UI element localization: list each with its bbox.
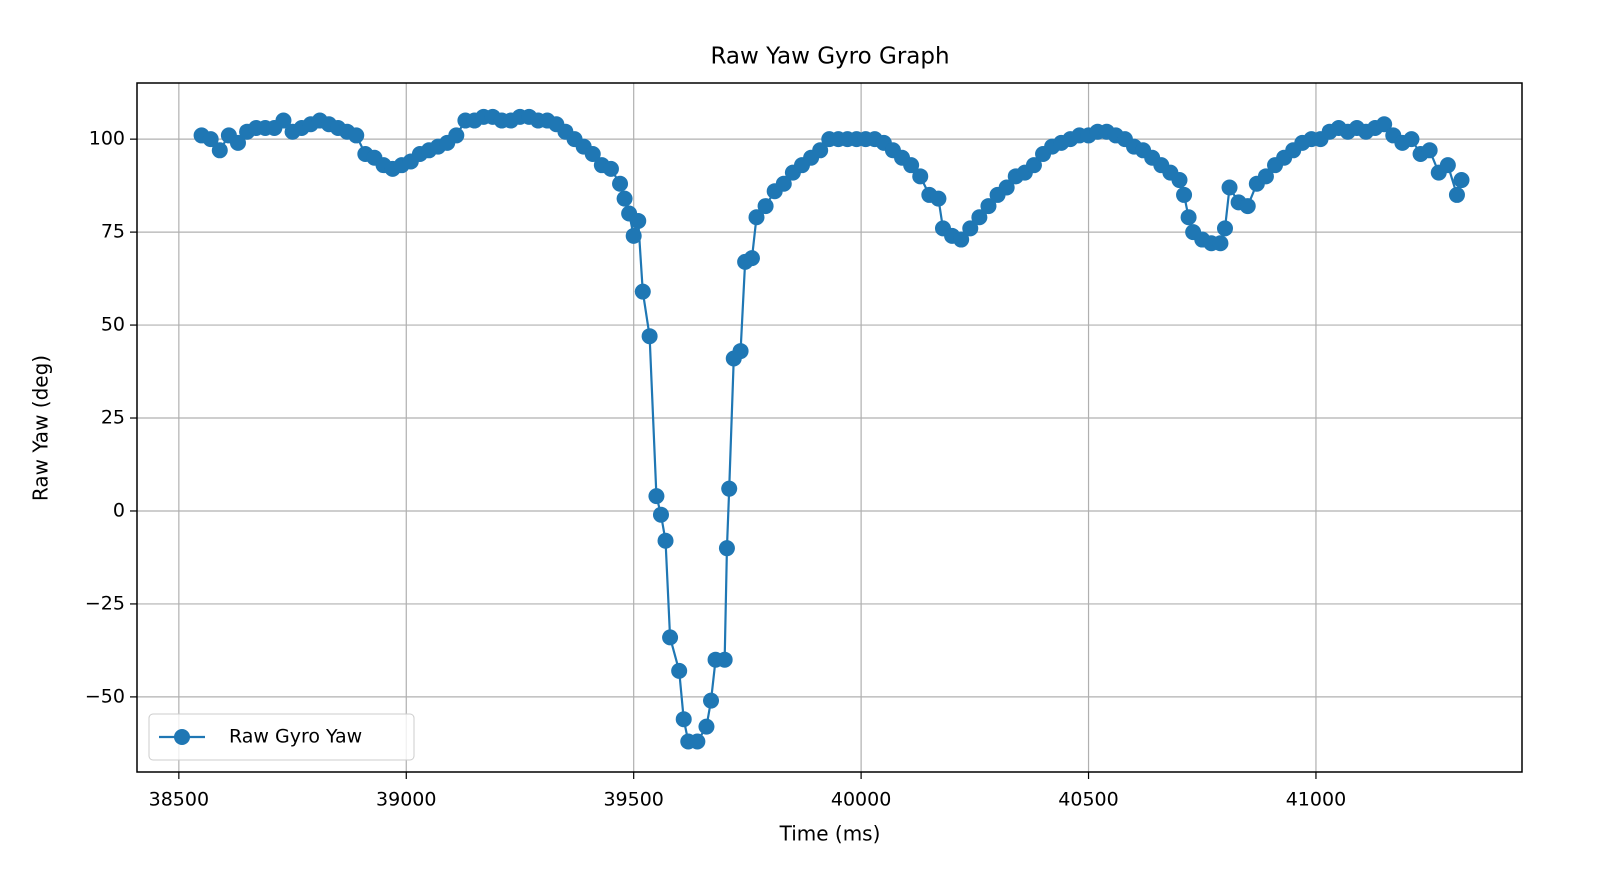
- data-point: [616, 190, 633, 207]
- data-point: [652, 506, 669, 523]
- data-point: [962, 220, 979, 237]
- x-tick-label: 39000: [376, 789, 436, 811]
- data-point: [584, 146, 601, 163]
- data-point: [202, 131, 219, 148]
- data-point: [743, 250, 760, 267]
- data-point: [748, 209, 765, 226]
- x-tick-label: 41000: [1286, 789, 1346, 811]
- data-point: [1421, 142, 1438, 159]
- data-point: [775, 175, 792, 192]
- data-point: [1239, 198, 1256, 215]
- data-point: [716, 651, 733, 668]
- data-point: [698, 718, 715, 735]
- y-tick-label: −25: [85, 592, 125, 614]
- data-point: [980, 198, 997, 215]
- x-tick-label: 40500: [1058, 789, 1118, 811]
- data-line: [201, 115, 1463, 743]
- data-point: [662, 629, 679, 646]
- data-point: [229, 134, 246, 151]
- data-point: [1439, 157, 1456, 174]
- legend-box: [148, 713, 415, 761]
- y-tick-label: −50: [85, 685, 125, 707]
- chart-title: Raw Yaw Gyro Graph: [710, 44, 949, 70]
- data-point: [602, 160, 619, 177]
- data-point: [912, 168, 929, 185]
- legend-marker: [174, 729, 190, 745]
- data-point: [732, 343, 749, 360]
- data-point: [671, 662, 688, 679]
- data-point: [689, 733, 706, 750]
- data-point: [903, 157, 920, 174]
- data-point: [812, 142, 829, 159]
- data-point: [625, 227, 642, 244]
- data-point: [657, 532, 674, 549]
- data-point: [1212, 235, 1229, 252]
- data-point: [971, 209, 988, 226]
- data-point: [1376, 116, 1393, 133]
- y-tick-label: 100: [89, 128, 125, 150]
- data-point: [448, 127, 465, 144]
- data-point: [1180, 209, 1197, 226]
- data-point: [1453, 172, 1470, 189]
- data-point: [1403, 131, 1420, 148]
- x-axis-label: Time (ms): [779, 822, 881, 846]
- x-tick-label: 39500: [603, 789, 663, 811]
- data-point: [998, 179, 1015, 196]
- y-tick-label: 25: [101, 407, 125, 429]
- data-point: [718, 540, 735, 557]
- plot-frame: [136, 82, 1523, 773]
- data-point: [612, 175, 629, 192]
- y-tick-label: 75: [101, 221, 125, 243]
- data-point: [1448, 186, 1465, 203]
- data-point: [703, 692, 720, 709]
- y-axis-label: Raw Yaw (deg): [29, 355, 53, 501]
- data-point: [1221, 179, 1238, 196]
- data-point: [275, 112, 292, 129]
- data-point: [348, 127, 365, 144]
- data-point: [675, 711, 692, 728]
- legend-label: Raw Gyro Yaw: [229, 726, 362, 748]
- data-point: [634, 283, 651, 300]
- data-point: [648, 488, 665, 505]
- x-tick-label: 40000: [831, 789, 891, 811]
- y-tick-label: 0: [113, 499, 125, 521]
- data-point: [953, 231, 970, 248]
- data-point: [630, 212, 647, 229]
- data-point: [1257, 168, 1274, 185]
- y-tick-label: 50: [101, 314, 125, 336]
- data-point: [1176, 186, 1193, 203]
- data-point: [1025, 157, 1042, 174]
- x-tick-label: 38500: [149, 789, 209, 811]
- data-point: [1216, 220, 1233, 237]
- data-point: [211, 142, 228, 159]
- data-point: [757, 198, 774, 215]
- data-point: [721, 480, 738, 497]
- data-point: [1171, 172, 1188, 189]
- data-point: [641, 328, 658, 345]
- legend: Raw Gyro Yaw: [148, 713, 415, 761]
- data-point: [930, 190, 947, 207]
